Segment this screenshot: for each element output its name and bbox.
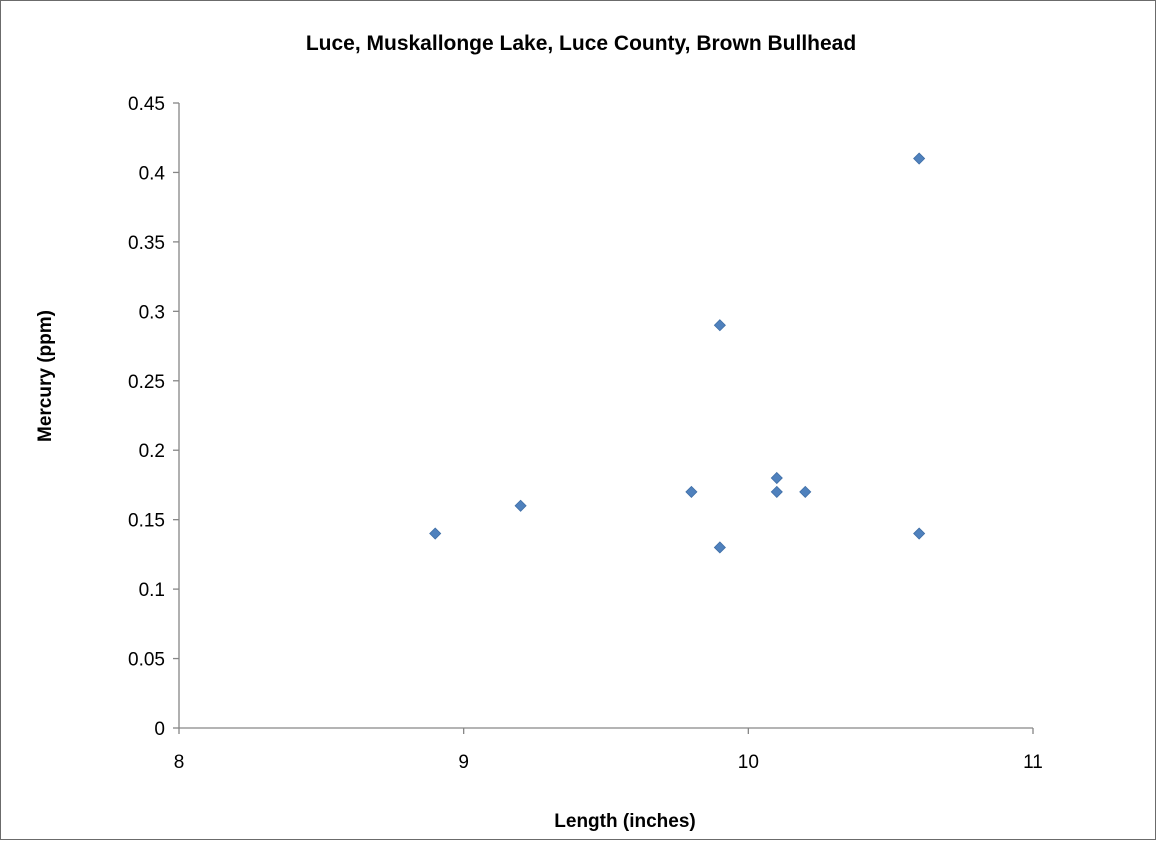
- data-point: [713, 541, 726, 554]
- x-axis-label: Length (inches): [554, 811, 695, 832]
- data-point: [913, 152, 926, 165]
- data-point: [429, 527, 442, 540]
- axes: 0 0.05 0.1 0.15 0.2 0.25 0.3 0.35 0.4 0.45 8 9 10 11: [128, 94, 1043, 773]
- data-point: [685, 485, 698, 498]
- data-point: [799, 485, 812, 498]
- data-point: [713, 319, 726, 332]
- chart-title: Luce, Muskallonge Lake, Luce County, Bro…: [306, 32, 856, 55]
- y-tick-label: 0.05: [128, 650, 165, 671]
- x-tick-label: 9: [458, 752, 469, 773]
- data-point: [913, 527, 926, 540]
- y-tick-label: 0.3: [139, 302, 165, 323]
- y-tick-label: 0.2: [139, 441, 165, 462]
- y-tick-label: 0.45: [128, 94, 165, 115]
- x-tick-label: 8: [174, 752, 185, 773]
- y-tick-label: 0.15: [128, 511, 165, 532]
- y-tick-label: 0.1: [139, 580, 165, 601]
- y-tick-label: 0: [154, 719, 165, 740]
- y-axis-label: Mercury (ppm): [35, 310, 56, 442]
- data-points: [429, 152, 926, 554]
- y-tick-label: 0.25: [128, 372, 165, 393]
- data-point: [514, 499, 527, 512]
- x-tick-label: 11: [1023, 752, 1043, 773]
- y-tick-label: 0.4: [139, 163, 166, 184]
- x-tick-label: 10: [738, 752, 759, 773]
- data-point: [770, 471, 783, 485]
- data-point: [770, 485, 783, 498]
- y-tick-label: 0.35: [128, 233, 165, 254]
